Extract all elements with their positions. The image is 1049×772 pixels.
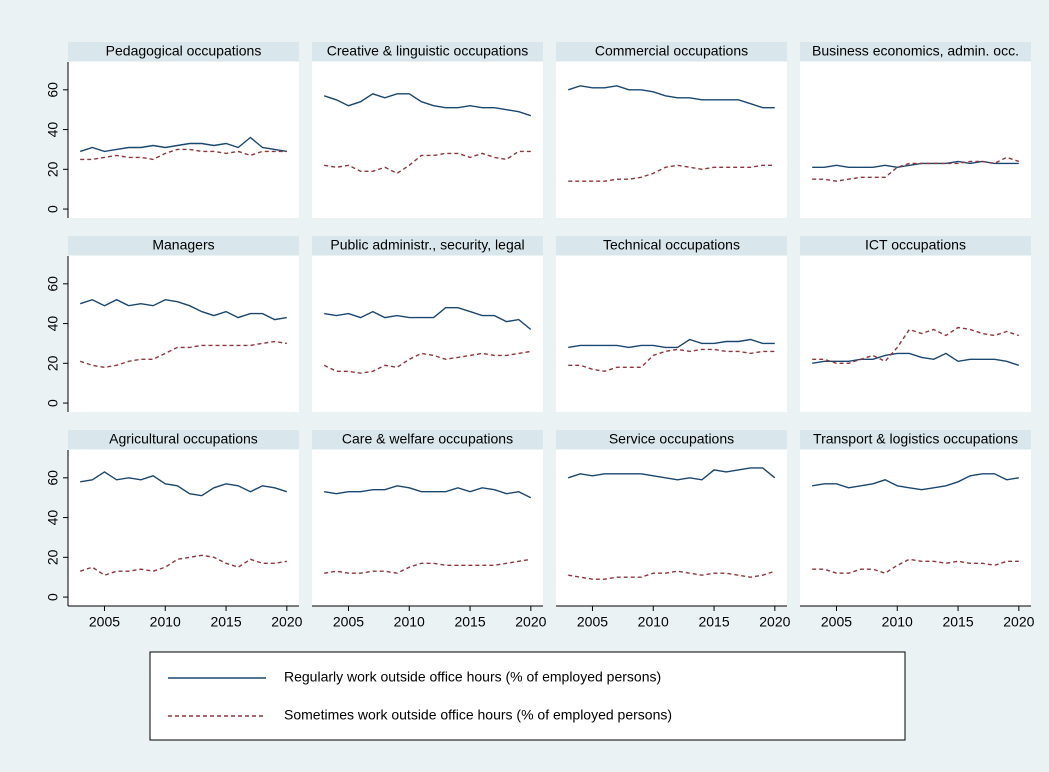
legend-box <box>149 651 906 741</box>
panel-title: Business economics, admin. occ. <box>812 43 1019 59</box>
series-line <box>323 350 531 374</box>
x-tick-label: 2020 <box>1003 614 1034 630</box>
series-line <box>568 338 775 349</box>
plot-area <box>556 450 787 606</box>
plot-area <box>68 450 299 606</box>
panel-title: ICT occupations <box>865 237 966 253</box>
series-line <box>324 485 532 499</box>
panel-title: Transport & logistics occupations <box>813 431 1018 447</box>
series-line <box>568 164 775 182</box>
x-tick-label: 2020 <box>271 614 302 630</box>
series-line <box>80 471 288 497</box>
plot-area <box>800 450 1031 606</box>
panel-header <box>800 236 1031 255</box>
y-tick-label: 20 <box>45 549 61 565</box>
panel-header <box>68 430 299 449</box>
x-tick-label: 2015 <box>454 614 485 630</box>
series-line <box>324 150 531 175</box>
y-tick-label: 60 <box>45 82 61 98</box>
series-line <box>79 340 287 369</box>
plot-area <box>556 62 787 218</box>
legend-label: Sometimes work outside office hours (% o… <box>284 707 672 723</box>
panel-title: Service occupations <box>609 431 734 447</box>
x-tick-label: 2005 <box>89 614 120 630</box>
panel-title: Agricultural occupations <box>109 431 258 447</box>
plot-area <box>312 62 543 218</box>
y-tick-label: 20 <box>45 355 61 371</box>
y-tick-label: 0 <box>45 205 61 213</box>
series-line <box>567 85 775 109</box>
series-line <box>80 148 287 161</box>
y-tick-label: 60 <box>45 470 61 486</box>
x-tick-label: 2020 <box>515 614 546 630</box>
panel-title: Managers <box>152 237 214 253</box>
panel-title: Commercial occupations <box>595 43 748 59</box>
panel-title: Public administr., security, legal <box>330 237 524 253</box>
panel-header <box>312 42 543 61</box>
panel-header <box>556 42 787 61</box>
series-line <box>324 558 531 574</box>
plot-area <box>68 256 299 412</box>
legend-label: Regularly work outside office hours (% o… <box>284 669 661 685</box>
x-tick-label: 2005 <box>333 614 364 630</box>
x-tick-label: 2010 <box>882 614 913 630</box>
series-line <box>324 307 532 331</box>
x-tick-label: 2005 <box>821 614 852 630</box>
x-tick-label: 2010 <box>394 614 425 630</box>
y-tick-label: 0 <box>45 593 61 601</box>
plot-area <box>312 450 543 606</box>
series-line <box>79 554 287 576</box>
series-line <box>812 156 1020 182</box>
panel-header <box>556 430 787 449</box>
series-line <box>79 136 287 153</box>
series-line <box>568 348 775 373</box>
y-tick-label: 40 <box>45 316 61 332</box>
panel-header <box>68 42 299 61</box>
plot-area <box>800 256 1031 412</box>
y-tick-label: 20 <box>45 161 61 177</box>
panel-title: Pedagogical occupations <box>106 43 262 59</box>
y-tick-label: 40 <box>45 122 61 138</box>
panel-header <box>800 42 1031 61</box>
series-line <box>812 473 1019 491</box>
x-tick-label: 2010 <box>150 614 181 630</box>
plot-area <box>68 62 299 218</box>
series-line <box>812 326 1020 364</box>
plot-area <box>312 256 543 412</box>
panel-title: Technical occupations <box>603 237 740 253</box>
panel-header <box>556 236 787 255</box>
x-tick-label: 2005 <box>577 614 608 630</box>
series-line <box>812 558 1019 574</box>
panel-header <box>800 430 1031 449</box>
x-tick-label: 2015 <box>210 614 241 630</box>
plot-area <box>556 256 787 412</box>
panel-title: Care & welfare occupations <box>342 431 513 447</box>
series-line <box>812 352 1020 366</box>
panel-header <box>312 430 543 449</box>
series-line <box>79 298 287 321</box>
panel-header <box>68 236 299 255</box>
x-tick-label: 2020 <box>759 614 790 630</box>
panel-title: Creative & linguistic occupations <box>327 43 529 59</box>
series-line <box>323 93 532 117</box>
y-tick-label: 0 <box>45 399 61 407</box>
panel-header <box>312 236 543 255</box>
x-tick-label: 2015 <box>942 614 973 630</box>
x-tick-label: 2015 <box>698 614 729 630</box>
x-tick-label: 2010 <box>638 614 669 630</box>
y-tick-label: 60 <box>45 276 61 292</box>
series-line <box>567 467 776 481</box>
plot-area <box>800 62 1031 218</box>
y-tick-label: 40 <box>45 510 61 526</box>
